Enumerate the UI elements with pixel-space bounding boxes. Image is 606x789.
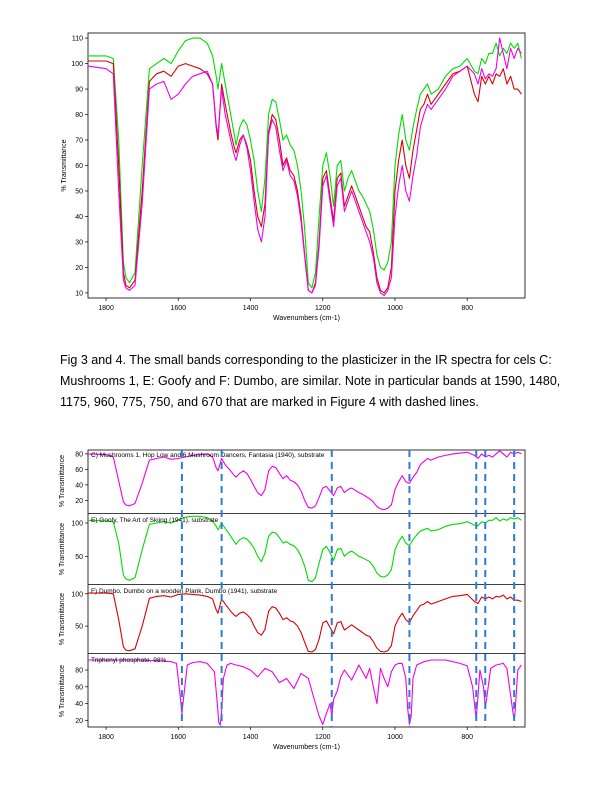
x-tick-label: 1200	[315, 305, 331, 312]
x-tick-label: 1200	[315, 734, 331, 741]
x-tick-label: 800	[461, 734, 473, 741]
x-tick-label: 1000	[387, 305, 403, 312]
panel-y-axis-label: % Transmittance	[59, 593, 66, 645]
x-tick-label: 1400	[243, 305, 259, 312]
panel-title: C) Mushrooms 1, Hop Low and 6 Mushroom D…	[91, 452, 325, 459]
y-tick-label: 20	[75, 718, 83, 725]
figure-caption: Fig 3 and 4. The small bands correspondi…	[60, 353, 561, 409]
y-tick-label: 50	[75, 624, 83, 631]
panel-title: E) Goofy, The Art of Skiing (1941), subs…	[91, 517, 219, 524]
y-tick-label: 40	[75, 482, 83, 489]
fig4-panel-line-3	[88, 592, 522, 653]
x-tick-label: 1600	[171, 734, 187, 741]
panel-y-axis-label: % Transmittance	[59, 523, 66, 575]
fig4-x-axis-label: Wavenumbers (cm-1)	[273, 744, 340, 751]
fig3-series-line-1	[88, 37, 522, 289]
y-tick-label: 40	[75, 701, 83, 708]
fig4-panel-line-2	[87, 515, 522, 583]
y-tick-label: 60	[75, 684, 83, 691]
y-tick-label: 20	[75, 498, 83, 505]
fig3-chart: 1800 1600 1400 1200 1000 800 10 20 30 40 50 60 70 80 9…	[61, 32, 526, 322]
y-tick-label: 40	[75, 214, 83, 221]
y-tick-label: 20	[75, 265, 83, 272]
panel-y-axis-label: % Transmittance	[59, 665, 66, 717]
fig4-plot-frame	[87, 449, 526, 728]
x-tick-label: 1000	[387, 734, 403, 741]
y-tick-label: 60	[75, 163, 83, 170]
y-tick-label: 110	[72, 36, 83, 43]
y-tick-label: 60	[75, 467, 83, 474]
fig4-chart: 1800 1600 1400 1200 1000 800 20 40 60 80 % Transmi…	[59, 449, 526, 751]
fig3-x-axis-label: Wavenumbers (cm-1)	[273, 315, 340, 322]
panel-title: Triphenyl phosphate, 98%	[91, 657, 167, 664]
y-tick-label: 80	[75, 112, 83, 119]
x-tick-label: 1400	[243, 734, 259, 741]
fig3-series-line-3	[87, 37, 522, 297]
x-tick-label: 1600	[171, 305, 187, 312]
y-tick-label: 30	[75, 239, 83, 246]
panel-y-axis-label: % Transmittance	[59, 455, 66, 507]
x-tick-label: 1800	[98, 305, 114, 312]
y-tick-label: 100	[71, 61, 83, 68]
y-tick-label: 80	[75, 451, 83, 458]
fig4-panel-line-4	[88, 659, 522, 726]
y-tick-label: 70	[75, 138, 83, 145]
y-tick-label: 10	[75, 290, 83, 297]
y-tick-label: 50	[75, 554, 83, 561]
y-tick-label: 50	[75, 188, 83, 195]
fig3-series-line-2	[88, 60, 522, 294]
y-tick-label: 100	[71, 521, 83, 528]
fig4-panel-line-1	[87, 450, 522, 511]
panel-title: F) Dumbo, Dumbo on a wooden Plank, Dumbo…	[91, 588, 277, 595]
x-tick-label: 1800	[98, 734, 114, 741]
y-tick-label: 90	[75, 87, 83, 94]
y-tick-label: 80	[75, 668, 83, 675]
fig3-y-axis-label: % Transmittance	[61, 139, 68, 191]
x-tick-label: 800	[461, 305, 473, 312]
y-tick-label: 100	[71, 591, 83, 598]
